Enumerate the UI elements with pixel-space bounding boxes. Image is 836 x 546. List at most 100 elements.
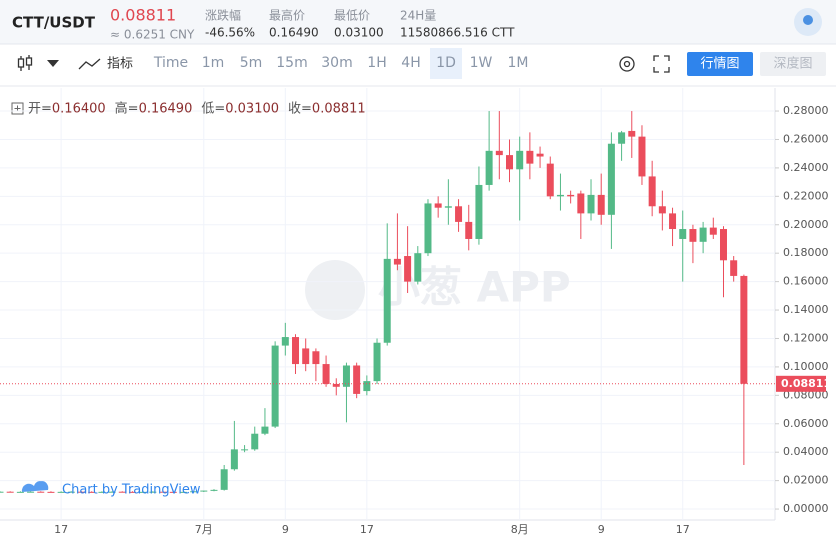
last-price-tag-bg bbox=[776, 375, 826, 392]
candle-body bbox=[312, 351, 320, 365]
candle-body bbox=[261, 426, 269, 434]
candle-body bbox=[67, 491, 75, 493]
candle-body bbox=[353, 365, 361, 394]
y-tick-label: 0.26000 bbox=[783, 132, 829, 145]
interval-button[interactable]: 1W bbox=[470, 55, 493, 71]
candle-body bbox=[740, 275, 748, 384]
candle-body bbox=[57, 491, 65, 493]
x-tick-label: 9 bbox=[282, 523, 289, 536]
candle-body bbox=[465, 221, 473, 239]
legend-value: 0.03100 bbox=[225, 102, 279, 117]
y-tick-label: 0.00000 bbox=[783, 502, 829, 515]
attribution[interactable]: Chart by TradingView bbox=[62, 483, 201, 498]
interval-button[interactable]: 1M bbox=[508, 55, 529, 71]
button-depth-label[interactable]: 深度图 bbox=[773, 56, 812, 72]
interval-button[interactable]: 4H bbox=[401, 55, 420, 71]
y-tick-label: 0.14000 bbox=[783, 303, 829, 316]
header-bg bbox=[0, 0, 836, 44]
last-price-tag: 0.08811 bbox=[781, 377, 831, 390]
candle-body bbox=[516, 150, 524, 170]
y-tick-label: 0.20000 bbox=[783, 218, 829, 231]
active-interval-bg bbox=[430, 48, 462, 79]
button-chart-label[interactable]: 行情图 bbox=[700, 57, 739, 72]
button-chart[interactable] bbox=[687, 52, 753, 76]
candle-body bbox=[495, 150, 503, 156]
interval-button[interactable]: 5m bbox=[240, 55, 263, 71]
settings-icon[interactable] bbox=[619, 56, 635, 72]
candle-body bbox=[16, 491, 24, 493]
candle-body bbox=[281, 337, 289, 346]
x-tick-label: 17 bbox=[360, 523, 374, 536]
bulb-icon bbox=[803, 15, 813, 25]
candle-body bbox=[118, 491, 126, 493]
indicator-icon[interactable] bbox=[78, 58, 101, 70]
candle-body bbox=[414, 253, 422, 282]
stat-value: 11580866.516 CTT bbox=[400, 26, 515, 40]
candle-body bbox=[424, 203, 432, 254]
candle-body bbox=[169, 491, 177, 493]
candle-body bbox=[332, 383, 340, 387]
candle-body bbox=[546, 163, 554, 197]
candle-body bbox=[658, 206, 666, 214]
candle-body bbox=[200, 490, 208, 492]
interval-button[interactable]: Time bbox=[153, 55, 188, 71]
interval-button[interactable]: 30m bbox=[321, 55, 352, 71]
candle-body bbox=[363, 381, 371, 392]
stat-label: 最低价 bbox=[334, 9, 370, 23]
x-tick-label: 8月 bbox=[511, 523, 529, 536]
stat-label: 24H量 bbox=[400, 9, 436, 23]
candle-body bbox=[230, 449, 238, 470]
interval-button[interactable]: 15m bbox=[276, 55, 307, 71]
candle-body bbox=[597, 194, 605, 215]
candle-body bbox=[128, 491, 136, 493]
candle-body bbox=[322, 364, 330, 384]
button-depth[interactable] bbox=[760, 52, 826, 76]
legend-value: 0.16490 bbox=[139, 102, 193, 117]
legend-label: 高= bbox=[115, 101, 139, 117]
candle-body bbox=[607, 143, 615, 215]
candle-body bbox=[292, 337, 300, 365]
stat-label: 最高价 bbox=[269, 8, 305, 23]
x-tick-label: 17 bbox=[54, 523, 68, 536]
candle-body bbox=[567, 194, 575, 197]
candle-body bbox=[373, 342, 381, 382]
candle-body bbox=[47, 491, 55, 493]
legend-label: 开= bbox=[28, 102, 52, 117]
indicator-button[interactable]: 指标 bbox=[107, 57, 133, 72]
candle-body bbox=[149, 491, 157, 493]
y-tick-label: 0.22000 bbox=[783, 189, 829, 202]
candle-body bbox=[27, 491, 35, 493]
price: 0.08811 bbox=[110, 6, 176, 25]
candle-body bbox=[271, 345, 279, 427]
candle-body bbox=[444, 206, 452, 208]
candle-body bbox=[179, 491, 187, 493]
legend-value: 0.08811 bbox=[312, 102, 366, 117]
candle-body bbox=[628, 130, 636, 137]
candle-body bbox=[689, 229, 697, 242]
candle-body bbox=[648, 176, 656, 207]
legend-toggle[interactable] bbox=[11, 102, 24, 115]
interval-button[interactable]: 1m bbox=[202, 55, 225, 71]
pair: CTT/USDT bbox=[12, 14, 96, 32]
y-tick-label: 0.02000 bbox=[783, 474, 829, 487]
interval-button[interactable]: 1H bbox=[367, 55, 386, 71]
fullscreen-icon[interactable] bbox=[653, 55, 670, 73]
candle-body bbox=[719, 229, 727, 261]
candle-body bbox=[190, 491, 198, 493]
watermark-logo bbox=[305, 260, 365, 320]
candle-body bbox=[37, 491, 45, 493]
dropdown-arrow[interactable] bbox=[47, 60, 59, 67]
candle-body bbox=[220, 469, 228, 490]
stat-label: 涨跌幅 bbox=[205, 8, 241, 23]
y-tick-label: 0.12000 bbox=[783, 331, 829, 344]
candle-body bbox=[404, 256, 412, 282]
candle-body bbox=[455, 206, 463, 222]
y-tick-label: 0.04000 bbox=[783, 445, 829, 458]
candle-body bbox=[78, 491, 86, 493]
candle-icon[interactable] bbox=[17, 55, 33, 71]
interval-button[interactable]: 1D bbox=[436, 55, 456, 71]
price-cny: ≈ 0.6251 CNY bbox=[110, 28, 195, 42]
candle-body bbox=[302, 348, 310, 365]
x-tick-label: 7月 bbox=[195, 523, 213, 536]
